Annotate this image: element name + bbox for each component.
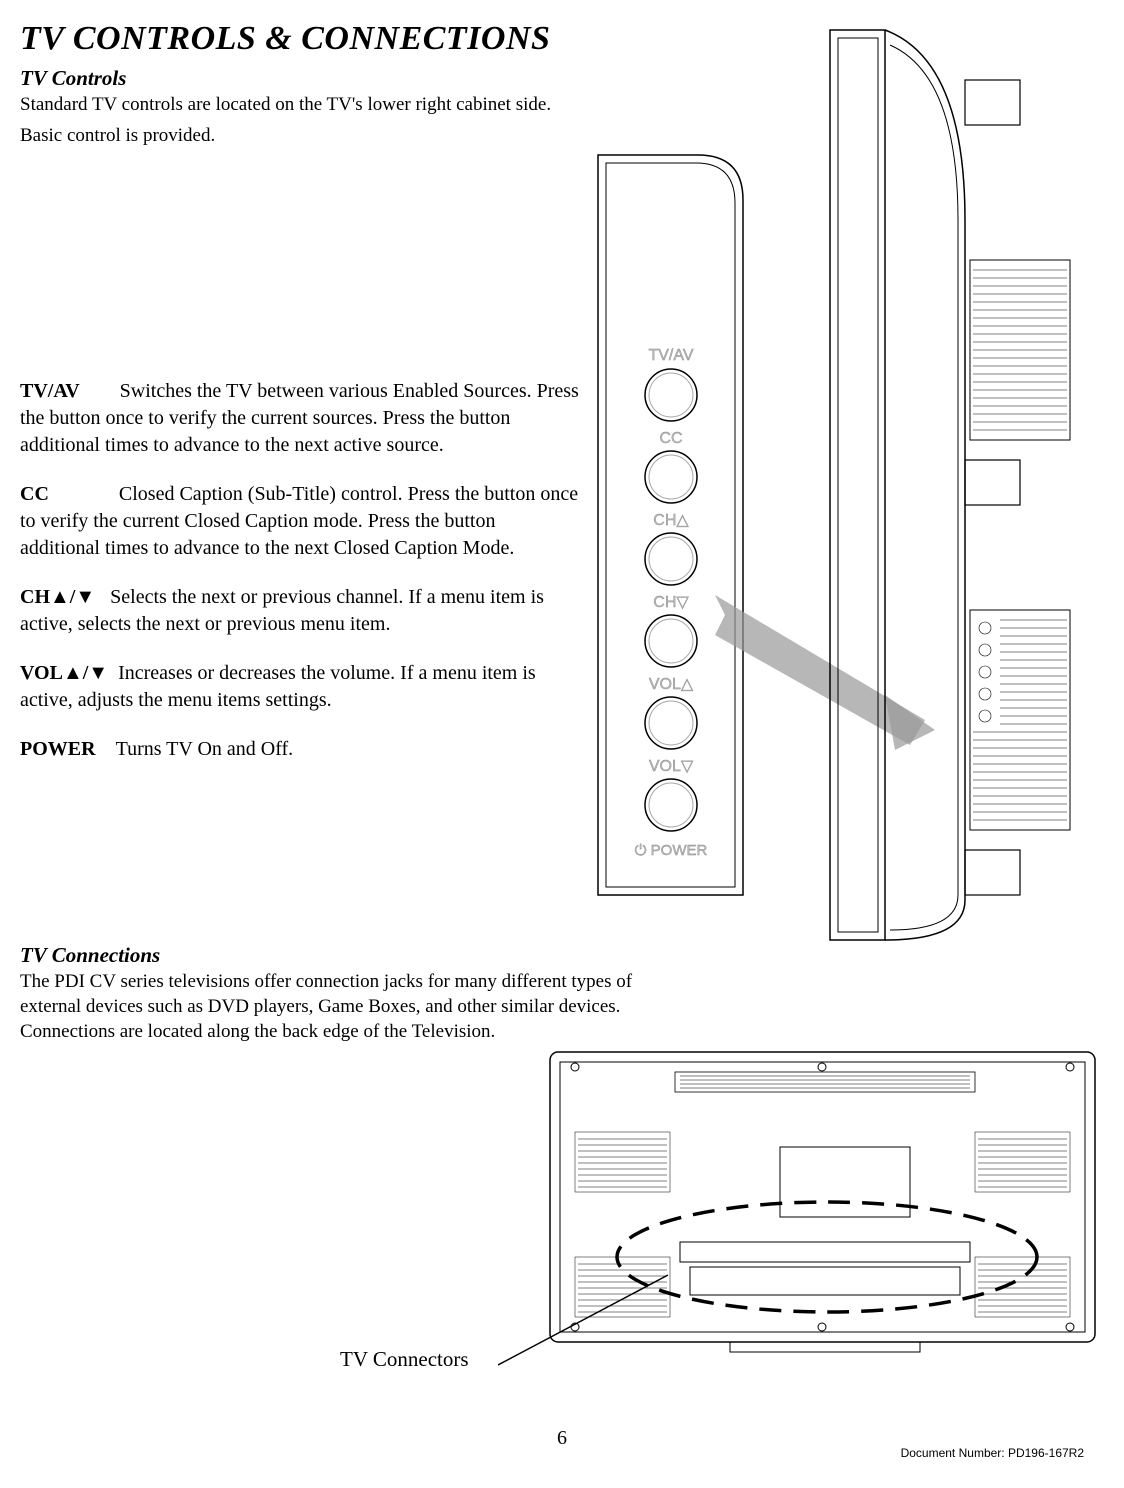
svg-text:CC: CC [659, 430, 682, 447]
svg-text:VOL▽: VOL▽ [649, 758, 694, 775]
svg-text:⏻ POWER: ⏻ POWER [635, 842, 708, 859]
def-desc-power: Turns TV On and Off. [116, 738, 294, 760]
def-desc-ch: Selects the next or previous channel. If… [20, 586, 544, 635]
definitions-block: TV/AV Switches the TV between various En… [20, 378, 580, 763]
control-panel-illustration: TV/AV CC CH△ CH▽ VOL△ VOL▽ ⏻ POWER [588, 145, 758, 905]
def-ch: CH▲/▼ Selects the next or previous chann… [20, 584, 580, 638]
def-vol: VOL▲/▼ Increases or decreases the volume… [20, 660, 580, 714]
svg-text:CH△: CH△ [653, 512, 689, 529]
def-term-vol: VOL▲/▼ [20, 662, 108, 684]
def-term-power: POWER [20, 738, 96, 760]
svg-text:VOL△: VOL△ [649, 676, 694, 693]
def-desc-cc: Closed Caption (Sub-Title) control. Pres… [20, 483, 578, 559]
tv-connectors-label: TV Connectors [340, 1347, 469, 1372]
connector-callout-line [498, 1265, 698, 1375]
page-number: 6 [557, 1427, 567, 1450]
doc-number: Document Number: PD196-167R2 [901, 1446, 1084, 1460]
tv-connections-text: The PDI CV series televisions offer conn… [20, 970, 640, 1044]
tv-connections-section: TV Connections The PDI CV series televis… [20, 943, 640, 1044]
def-cc: CC Closed Caption (Sub-Title) control. P… [20, 481, 580, 562]
def-term-ch: CH▲/▼ [20, 586, 95, 608]
def-tvav: TV/AV Switches the TV between various En… [20, 378, 580, 459]
tv-side-profile-illustration [790, 20, 1100, 950]
def-desc-tvav: Switches the TV between various Enabled … [20, 380, 579, 456]
svg-text:CH▽: CH▽ [653, 594, 689, 611]
def-power: POWER Turns TV On and Off. [20, 736, 580, 763]
svg-text:TV/AV: TV/AV [648, 347, 693, 364]
tv-connections-subtitle: TV Connections [20, 943, 640, 968]
def-term-tvav: TV/AV [20, 380, 80, 402]
def-term-cc: CC [20, 483, 49, 505]
